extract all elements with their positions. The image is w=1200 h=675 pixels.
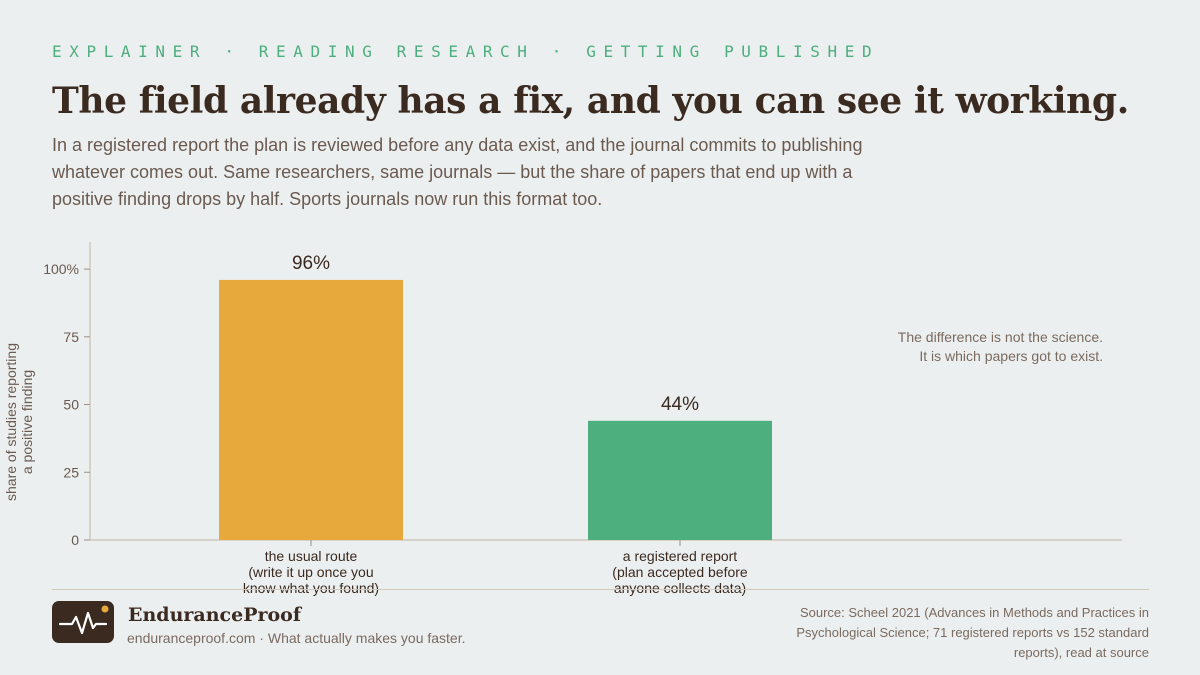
chart-annotation: The difference is not the science. It is … bbox=[898, 329, 1103, 364]
y-tick-label: 100% bbox=[43, 261, 79, 277]
heartbeat-pulse-icon bbox=[58, 605, 109, 635]
y-tick-label: 75 bbox=[63, 329, 79, 345]
category-label: the usual route (write it up once you know… bbox=[243, 548, 379, 596]
bar-value-label: 96% bbox=[292, 253, 330, 274]
footer-divider bbox=[52, 589, 1149, 590]
headline: The field already has a fix, and you can… bbox=[52, 80, 1129, 122]
subtitle: In a registered report the plan is revie… bbox=[52, 135, 863, 209]
brand-name: EnduranceProof bbox=[128, 604, 302, 626]
y-tick-label: 50 bbox=[63, 397, 79, 413]
bar-value-label: 44% bbox=[661, 394, 699, 415]
y-tick-label: 25 bbox=[63, 464, 79, 480]
category-label: a registered report (plan accepted before… bbox=[612, 548, 748, 596]
y-tick-label: 0 bbox=[71, 532, 79, 548]
brand-logo bbox=[52, 601, 114, 643]
kicker: EXPLAINER · READING RESEARCH · GETTING P… bbox=[52, 42, 880, 61]
bar-chart: 0 25 50 75 100% share of studies reportinga p… bbox=[3, 242, 1122, 596]
bar bbox=[219, 279, 403, 540]
brand-tagline: enduranceproof.com · What actually makes… bbox=[127, 630, 466, 646]
source-note: Source: Scheel 2021 (Advances in Methods… bbox=[796, 605, 1149, 660]
y-axis-label: share of studies reportinga positive fin… bbox=[3, 343, 35, 501]
bar bbox=[588, 420, 772, 540]
